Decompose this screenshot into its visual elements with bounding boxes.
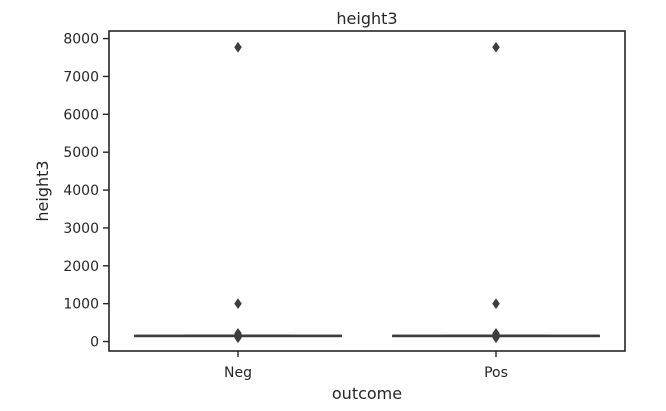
- y-tick-label: 7000: [63, 69, 99, 85]
- y-tick-label: 8000: [63, 32, 99, 48]
- y-tick-label: 0: [90, 335, 99, 351]
- y-axis-title: height3: [33, 160, 52, 221]
- y-tick-label: 3000: [63, 221, 99, 237]
- y-tick-label: 2000: [63, 259, 99, 275]
- plot-frame: [108, 30, 626, 352]
- outlier-point: [492, 298, 500, 310]
- y-tick-label: 1000: [63, 297, 99, 313]
- outlier-point: [234, 298, 242, 310]
- y-tick-label: 4000: [63, 183, 99, 199]
- y-tick-label: 5000: [63, 145, 99, 161]
- chart-title: height3: [336, 9, 397, 28]
- x-tick-label: Pos: [484, 365, 508, 381]
- outlier-point: [492, 332, 500, 344]
- y-tick-label: 6000: [63, 107, 99, 123]
- outlier-point: [234, 332, 242, 344]
- outlier-point: [234, 41, 242, 53]
- x-tick-label: Neg: [224, 365, 252, 381]
- box-series: [134, 41, 600, 344]
- outlier-point: [492, 41, 500, 53]
- y-axis: 0 1000 2000 3000 4000 5000 6000 7000 8000: [63, 32, 109, 351]
- x-axis-title: outcome: [332, 384, 402, 403]
- x-axis: Neg Pos: [224, 351, 508, 381]
- box-pos: [392, 41, 600, 344]
- box-neg: [134, 41, 342, 344]
